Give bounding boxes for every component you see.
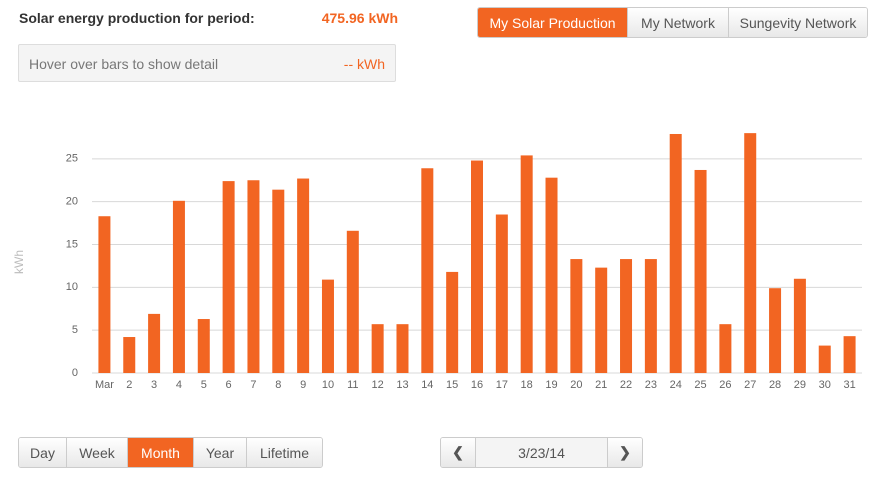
bar: [520, 155, 533, 373]
bar: [346, 230, 359, 373]
y-axis-label: kWh: [12, 250, 26, 274]
bar: [644, 259, 657, 373]
x-tick-label: Mar: [95, 379, 114, 391]
bar: [694, 169, 707, 373]
date-field[interactable]: 3/23/14: [475, 438, 607, 467]
x-tick-label: 27: [744, 379, 756, 391]
detail-hint: Hover over bars to show detail: [29, 56, 219, 72]
y-tick-label: 20: [66, 196, 78, 208]
period-button[interactable]: Month: [127, 438, 193, 467]
x-tick-label: 6: [226, 379, 232, 391]
bar: [371, 324, 384, 373]
title: Solar energy production for period:: [19, 10, 255, 26]
bar: [272, 189, 285, 373]
x-tick-label: 5: [201, 379, 207, 391]
y-tick-label: 5: [72, 324, 78, 336]
x-tick-label: 7: [250, 379, 256, 391]
x-tick-label: 14: [421, 379, 433, 391]
detail-box: Hover over bars to show detail -- kWh: [18, 44, 396, 82]
x-tick-label: 20: [570, 379, 582, 391]
x-tick-label: 12: [372, 379, 384, 391]
detail-value: -- kWh: [343, 56, 385, 72]
x-tick-label: 30: [819, 379, 831, 391]
x-tick-label: 22: [620, 379, 632, 391]
x-tick-label: 2: [126, 379, 132, 391]
bar: [297, 178, 310, 373]
x-tick-label: 11: [347, 379, 358, 391]
x-tick-label: 31: [843, 379, 855, 391]
bar: [769, 288, 782, 373]
tab-button[interactable]: My Network: [627, 8, 728, 37]
bar: [446, 271, 459, 373]
y-tick-label: 0: [72, 367, 78, 379]
x-tick-label: 4: [176, 379, 182, 391]
x-tick-label: 16: [471, 379, 483, 391]
x-tick-label: 19: [545, 379, 557, 391]
bar: [471, 160, 483, 373]
bar: [545, 177, 558, 373]
x-tick-label: 21: [595, 379, 607, 391]
bar: [197, 319, 210, 373]
x-tick-label: 15: [446, 379, 458, 391]
x-tick-label: 13: [396, 379, 408, 391]
period-button[interactable]: Day: [19, 438, 66, 467]
bar: [247, 180, 260, 373]
x-tick-label: 18: [521, 379, 533, 391]
bar: [421, 168, 434, 373]
date-nav: ❮ 3/23/14 ❯: [440, 437, 643, 468]
tab-button[interactable]: My Solar Production: [478, 8, 627, 37]
period-button[interactable]: Lifetime: [246, 438, 322, 467]
bar: [595, 267, 608, 373]
bar: [570, 259, 583, 373]
x-tick-label: 8: [275, 379, 281, 391]
x-tick-label: 29: [794, 379, 806, 391]
y-tick-label: 10: [66, 281, 78, 293]
bar: [148, 313, 161, 373]
period-button[interactable]: Year: [193, 438, 246, 467]
bar: [793, 278, 806, 373]
x-tick-label: 9: [300, 379, 306, 391]
bar: [222, 181, 235, 373]
y-tick-label: 25: [66, 153, 78, 165]
bar: [396, 324, 409, 373]
bar: [669, 133, 682, 373]
period-group: Day Week Month Year Lifetime: [18, 437, 323, 468]
bar: [719, 324, 732, 373]
bar: [495, 214, 508, 373]
y-tick-label: 15: [66, 238, 78, 250]
x-tick-label: 3: [151, 379, 157, 391]
bar: [123, 337, 136, 373]
bar: [843, 336, 856, 373]
prev-button[interactable]: ❮: [441, 438, 475, 467]
bar: [172, 200, 185, 373]
x-tick-label: 10: [322, 379, 334, 391]
x-tick-label: 17: [496, 379, 508, 391]
total: 475.96 kWh: [321, 10, 398, 26]
x-tick-label: 23: [645, 379, 657, 391]
bar: [818, 345, 831, 373]
period-button[interactable]: Week: [66, 438, 127, 467]
bar: [321, 279, 334, 373]
next-button[interactable]: ❯: [607, 438, 642, 467]
x-tick-label: 24: [670, 379, 682, 391]
tab-group: My Solar Production My Network Sungevity N…: [477, 7, 868, 38]
x-tick-label: 25: [694, 379, 706, 391]
tab-button[interactable]: Sungevity Network: [728, 8, 867, 37]
x-tick-label: 28: [769, 379, 781, 391]
bar: [744, 133, 757, 373]
bar: [620, 259, 633, 373]
x-tick-label: 26: [719, 379, 731, 391]
bar: [98, 216, 111, 373]
